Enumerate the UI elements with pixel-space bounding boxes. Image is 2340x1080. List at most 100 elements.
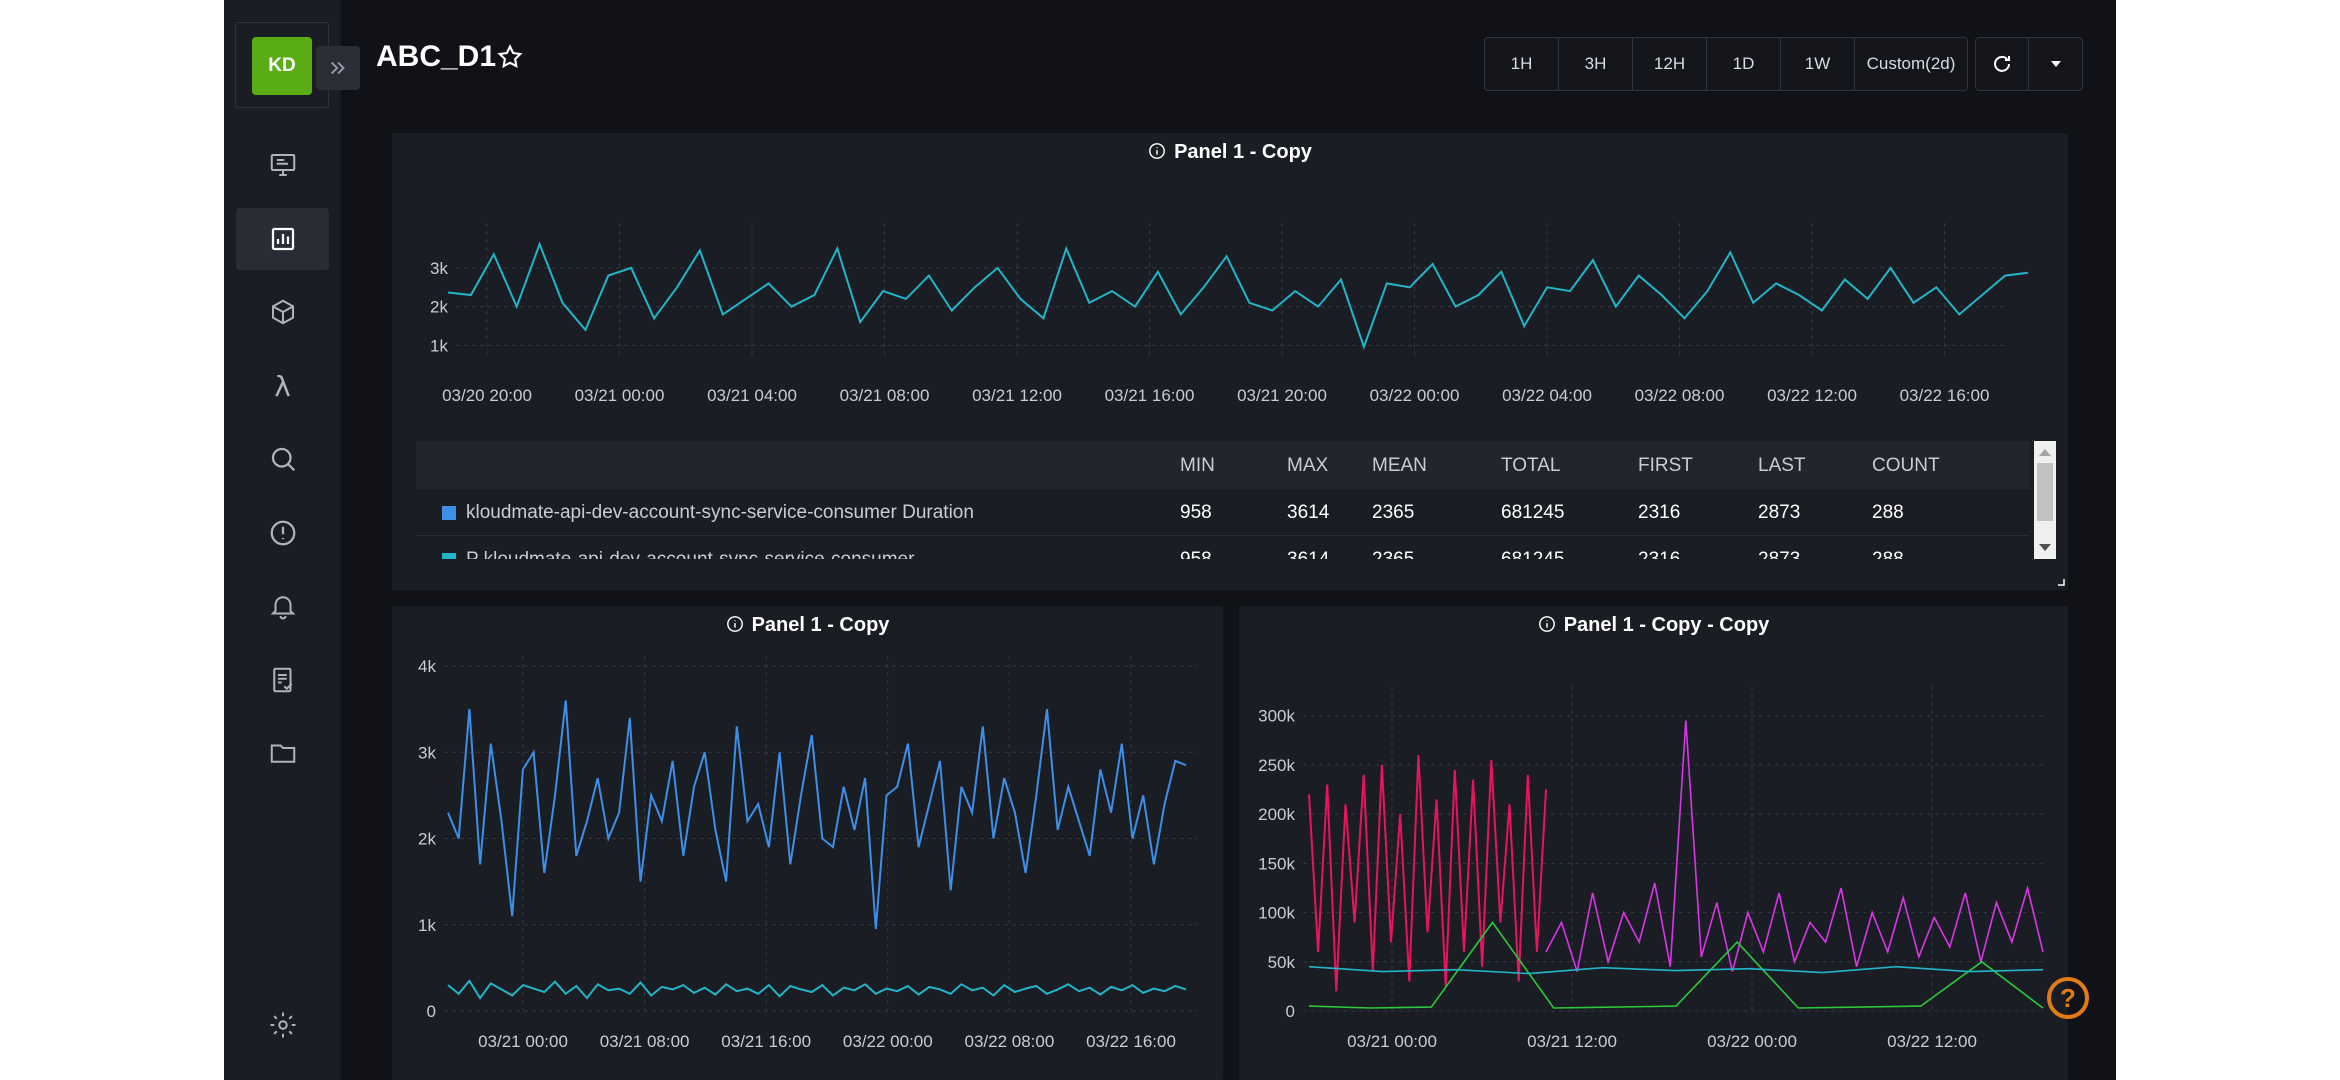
x-tick-label: 03/22 00:00 [843,1032,933,1051]
x-tick-label: 03/21 16:00 [1105,386,1195,405]
value-last: 2873 [1758,549,1800,559]
panel-title: Panel 1 - Copy [392,141,2068,164]
x-tick-label: 03/21 08:00 [600,1032,690,1051]
col-header-max[interactable]: MAX [1287,455,1329,476]
info-icon[interactable] [726,615,744,633]
col-header-count[interactable]: COUNT [1872,455,1940,476]
time-button-1w[interactable]: 1W [1781,38,1855,90]
value-first: 2316 [1638,502,1681,523]
legend-row[interactable]: P kloudmate-api-dev-account-sync-service… [416,535,2030,559]
info-icon[interactable] [1538,615,1556,633]
panel-top: Panel 1 - Copy 3k 2k 1k 03/20 20:00 03/21 00… [392,133,2068,590]
legend-scrollbar[interactable] [2034,441,2056,559]
sidebar-item-infrastructure[interactable] [236,281,329,343]
legend-row[interactable]: kloudmate-api-dev-account-sync-service-c… [416,489,2030,535]
value-mean: 2365 [1372,502,1415,523]
value-min: 958 [1180,502,1212,523]
series-line[interactable] [1308,921,2044,1009]
x-tick-label: 03/22 16:00 [1900,386,1990,405]
x-tick-label: 03/21 12:00 [1527,1032,1617,1051]
series-name: kloudmate-api-dev-account-sync-service-c… [466,502,974,523]
caret-down-icon [2050,61,2061,67]
x-tick-label: 03/21 00:00 [575,386,665,405]
time-range-selector: 1H 3H 12H 1D 1W Custom(2d) [1484,37,1968,91]
time-button-1d[interactable]: 1D [1707,38,1781,90]
x-tick-label: 03/21 00:00 [1347,1032,1437,1051]
sidebar-item-reports[interactable] [236,649,329,711]
y-tick-label: 300k [1258,707,1295,726]
alert-circle-icon [270,520,295,546]
x-tick-label: 03/21 04:00 [707,386,797,405]
time-button-12h[interactable]: 12H [1633,38,1707,90]
star-icon[interactable] [496,43,524,71]
y-tick-label: 3k [430,259,448,278]
y-tick-label: 1k [430,336,448,355]
line-chart[interactable]: 3k 2k 1k 03/20 20:00 03/21 00:00 03/21 04:00 0… [392,133,2068,433]
avatar[interactable]: KD [252,37,312,95]
value-min: 958 [1180,549,1212,559]
x-tick-label: 03/22 00:00 [1707,1032,1797,1051]
value-last: 2873 [1758,502,1801,523]
sidebar-item-lambda[interactable]: λ [236,355,329,417]
x-tick-label: 03/22 08:00 [964,1032,1054,1051]
series-line[interactable] [1308,965,2044,975]
gear-icon [270,1012,295,1038]
x-tick-label: 03/22 04:00 [1502,386,1592,405]
y-tick-label: 150k [1258,854,1295,873]
scroll-thumb[interactable] [2037,463,2053,521]
series-line[interactable] [447,979,1187,1000]
avatar-container: KD [235,22,329,108]
expand-sidebar-button[interactable] [316,46,360,90]
report-check-icon [272,667,292,693]
time-button-custom[interactable]: Custom(2d) [1866,54,1956,73]
help-button[interactable]: ? [2047,977,2089,1019]
sidebar-item-settings[interactable] [236,994,329,1056]
series-swatch [442,553,456,559]
resize-handle-icon[interactable] [2056,577,2066,587]
x-tick-label: 03/21 12:00 [972,386,1062,405]
col-header-min[interactable]: MIN [1180,455,1215,476]
y-tick-label: 2k [418,830,436,849]
time-button-3h[interactable]: 3H [1559,38,1633,90]
value-count: 288 [1872,549,1904,559]
series-swatch [442,506,456,520]
sidebar-item-monitor[interactable] [236,134,329,196]
x-tick-label: 03/21 08:00 [840,386,930,405]
series-line[interactable] [447,241,2029,351]
series-line[interactable] [1545,720,2044,972]
panel-title-text: Panel 1 - Copy - Copy [1563,614,1770,636]
sidebar-item-alerts[interactable] [236,502,329,564]
info-icon[interactable] [1148,142,1166,160]
monitor-icon [270,154,295,176]
x-tick-label: 03/22 08:00 [1635,386,1725,405]
panel-title-text: Panel 1 - Copy [751,614,890,636]
question-mark-icon: ? [2060,982,2076,1013]
col-header-mean[interactable]: MEAN [1372,455,1427,476]
value-total: 681245 [1501,549,1564,559]
series-line[interactable] [447,700,1187,930]
x-tick-label: 03/21 16:00 [721,1032,811,1051]
time-button-1h[interactable]: 1H [1485,38,1559,90]
line-chart[interactable]: 4k 3k 2k 1k 0 03/21 00:00 03/21 08:00 03/21 16:… [392,606,1223,1080]
scroll-up-arrow[interactable] [2039,449,2051,456]
sidebar-item-notifications[interactable] [236,575,329,637]
sidebar-item-search[interactable] [236,428,329,490]
x-tick-label: 03/22 12:00 [1767,386,1857,405]
scroll-down-arrow[interactable] [2039,544,2051,551]
y-tick-label: 0 [427,1002,436,1021]
y-tick-label: 0 [1286,1002,1295,1021]
refresh-button[interactable] [1976,38,2029,90]
col-header-total[interactable]: TOTAL [1501,455,1561,476]
value-total: 681245 [1501,502,1565,523]
sidebar: KD λ [224,0,341,1080]
line-chart[interactable]: 300k 250k 200k 150k 100k 50k 0 03/21 00:00 03/21… [1239,606,2068,1080]
series-line[interactable] [1308,755,1547,992]
col-header-first[interactable]: FIRST [1638,455,1693,476]
refresh-icon [1994,55,2010,72]
sidebar-item-folders[interactable] [236,722,329,784]
panel-bottom-left: Panel 1 - Copy 4k 3k 2k 1k 0 03/21 00:00 03/21… [392,606,1223,1080]
col-header-last[interactable]: LAST [1758,455,1806,476]
refresh-dropdown-button[interactable] [2029,38,2082,90]
sidebar-item-dashboards[interactable] [236,208,329,270]
panel-title: Panel 1 - Copy [392,614,1223,637]
